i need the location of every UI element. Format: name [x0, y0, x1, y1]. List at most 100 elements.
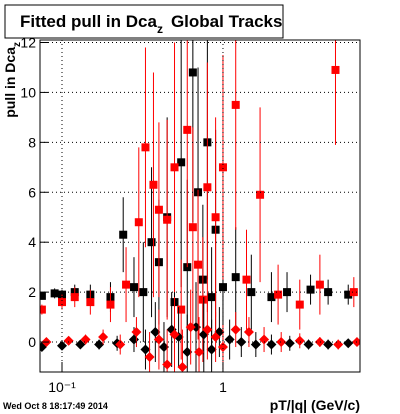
- diamond-marker: [236, 337, 247, 348]
- square-marker: [203, 183, 212, 192]
- chart-title: Fitted pull in Dcaz Global Tracks: [20, 12, 282, 36]
- square-marker: [40, 305, 46, 314]
- diamond-marker: [63, 335, 74, 346]
- square-marker: [267, 293, 276, 302]
- diamond-marker: [162, 359, 173, 370]
- square-marker: [147, 238, 156, 247]
- y-tick-label: 2: [28, 284, 36, 300]
- diamond-marker: [210, 332, 221, 343]
- x-axis-title: pT/|q| (GeV/c): [270, 397, 360, 413]
- square-marker: [188, 223, 197, 232]
- title-suffix: Global Tracks: [171, 12, 283, 31]
- diamond-marker: [243, 327, 254, 338]
- square-marker: [86, 298, 95, 307]
- y-tick-label: 10: [20, 84, 36, 100]
- diamond-marker: [250, 339, 261, 350]
- y-label-subscript: z: [12, 42, 23, 47]
- square-marker: [295, 300, 304, 309]
- square-marker: [242, 275, 251, 284]
- square-marker: [149, 180, 158, 189]
- square-marker: [306, 285, 315, 294]
- square-marker: [315, 280, 324, 289]
- square-marker: [134, 218, 143, 227]
- diamond-marker: [169, 329, 180, 340]
- diamond-marker: [140, 344, 151, 355]
- diamond-marker: [303, 339, 314, 350]
- diamond-marker: [194, 347, 205, 358]
- diamond-marker: [131, 327, 142, 338]
- frame: [39, 39, 361, 373]
- square-marker: [119, 230, 128, 239]
- diamond-marker: [230, 324, 241, 335]
- square-marker: [70, 293, 79, 302]
- diamond-marker: [191, 322, 202, 333]
- diamond-marker: [150, 327, 161, 338]
- square-marker: [218, 163, 227, 172]
- square-marker: [177, 158, 186, 167]
- diamond-marker: [40, 342, 47, 353]
- diamond-marker: [182, 347, 193, 358]
- title-box: [4, 4, 284, 39]
- y-label-main: pull in Dca: [2, 47, 18, 118]
- diamond-marker: [75, 339, 86, 350]
- y-tick-label: 8: [28, 134, 36, 150]
- square-marker: [50, 289, 59, 298]
- square-marker: [177, 305, 186, 314]
- square-marker: [139, 288, 148, 297]
- square-marker: [256, 190, 265, 199]
- y-tick-label: 0: [28, 334, 36, 350]
- diamond-marker: [98, 332, 109, 343]
- square-marker: [188, 68, 197, 77]
- square-marker: [122, 280, 131, 289]
- square-marker: [274, 290, 283, 299]
- title-main: Fitted pull in Dca: [20, 12, 157, 31]
- diamond-marker: [158, 342, 169, 353]
- square-marker: [40, 291, 46, 300]
- square-marker: [58, 298, 67, 307]
- square-marker: [183, 125, 192, 134]
- diamond-marker: [177, 362, 188, 372]
- square-marker: [344, 290, 353, 299]
- square-marker: [211, 213, 220, 222]
- diamond-marker: [351, 337, 360, 348]
- diamond-marker: [202, 324, 213, 335]
- plot-area: [40, 40, 360, 372]
- x-tick-label: 1: [219, 379, 227, 395]
- diamond-marker: [115, 339, 126, 350]
- square-marker: [207, 293, 216, 302]
- diamond-marker: [217, 342, 228, 353]
- diamond-marker: [206, 344, 217, 355]
- y-tick-label: 4: [28, 234, 36, 250]
- square-marker: [331, 65, 340, 74]
- diamond-marker: [294, 335, 305, 346]
- square-marker: [247, 288, 256, 297]
- y-axis-title: pull in Dcaz: [2, 42, 23, 118]
- diamond-marker: [259, 334, 270, 345]
- y-tick-label: 12: [20, 34, 36, 50]
- diamond-marker: [144, 352, 155, 363]
- square-marker: [141, 143, 150, 152]
- square-marker: [198, 295, 207, 304]
- square-marker: [106, 300, 115, 309]
- square-marker: [194, 260, 203, 269]
- square-marker: [349, 288, 358, 297]
- diamond-marker: [343, 338, 354, 349]
- diamond-marker: [57, 340, 68, 351]
- diamond-marker: [276, 337, 287, 348]
- y-tick-label: 6: [28, 184, 36, 200]
- square-marker: [231, 273, 240, 282]
- x-tick-label: 10⁻¹: [48, 379, 76, 395]
- footer-timestamp: Wed Oct 8 18:17:49 2014: [3, 401, 108, 411]
- square-marker: [231, 100, 240, 109]
- diamond-marker: [323, 339, 334, 350]
- square-marker: [170, 163, 179, 172]
- diamond-marker: [284, 338, 295, 349]
- diamond-marker: [314, 337, 325, 348]
- square-marker: [163, 215, 172, 224]
- square-marker: [218, 283, 227, 292]
- square-marker: [129, 283, 138, 292]
- title-subscript: z: [157, 22, 163, 36]
- diamond-marker: [185, 322, 196, 333]
- square-marker: [154, 205, 163, 214]
